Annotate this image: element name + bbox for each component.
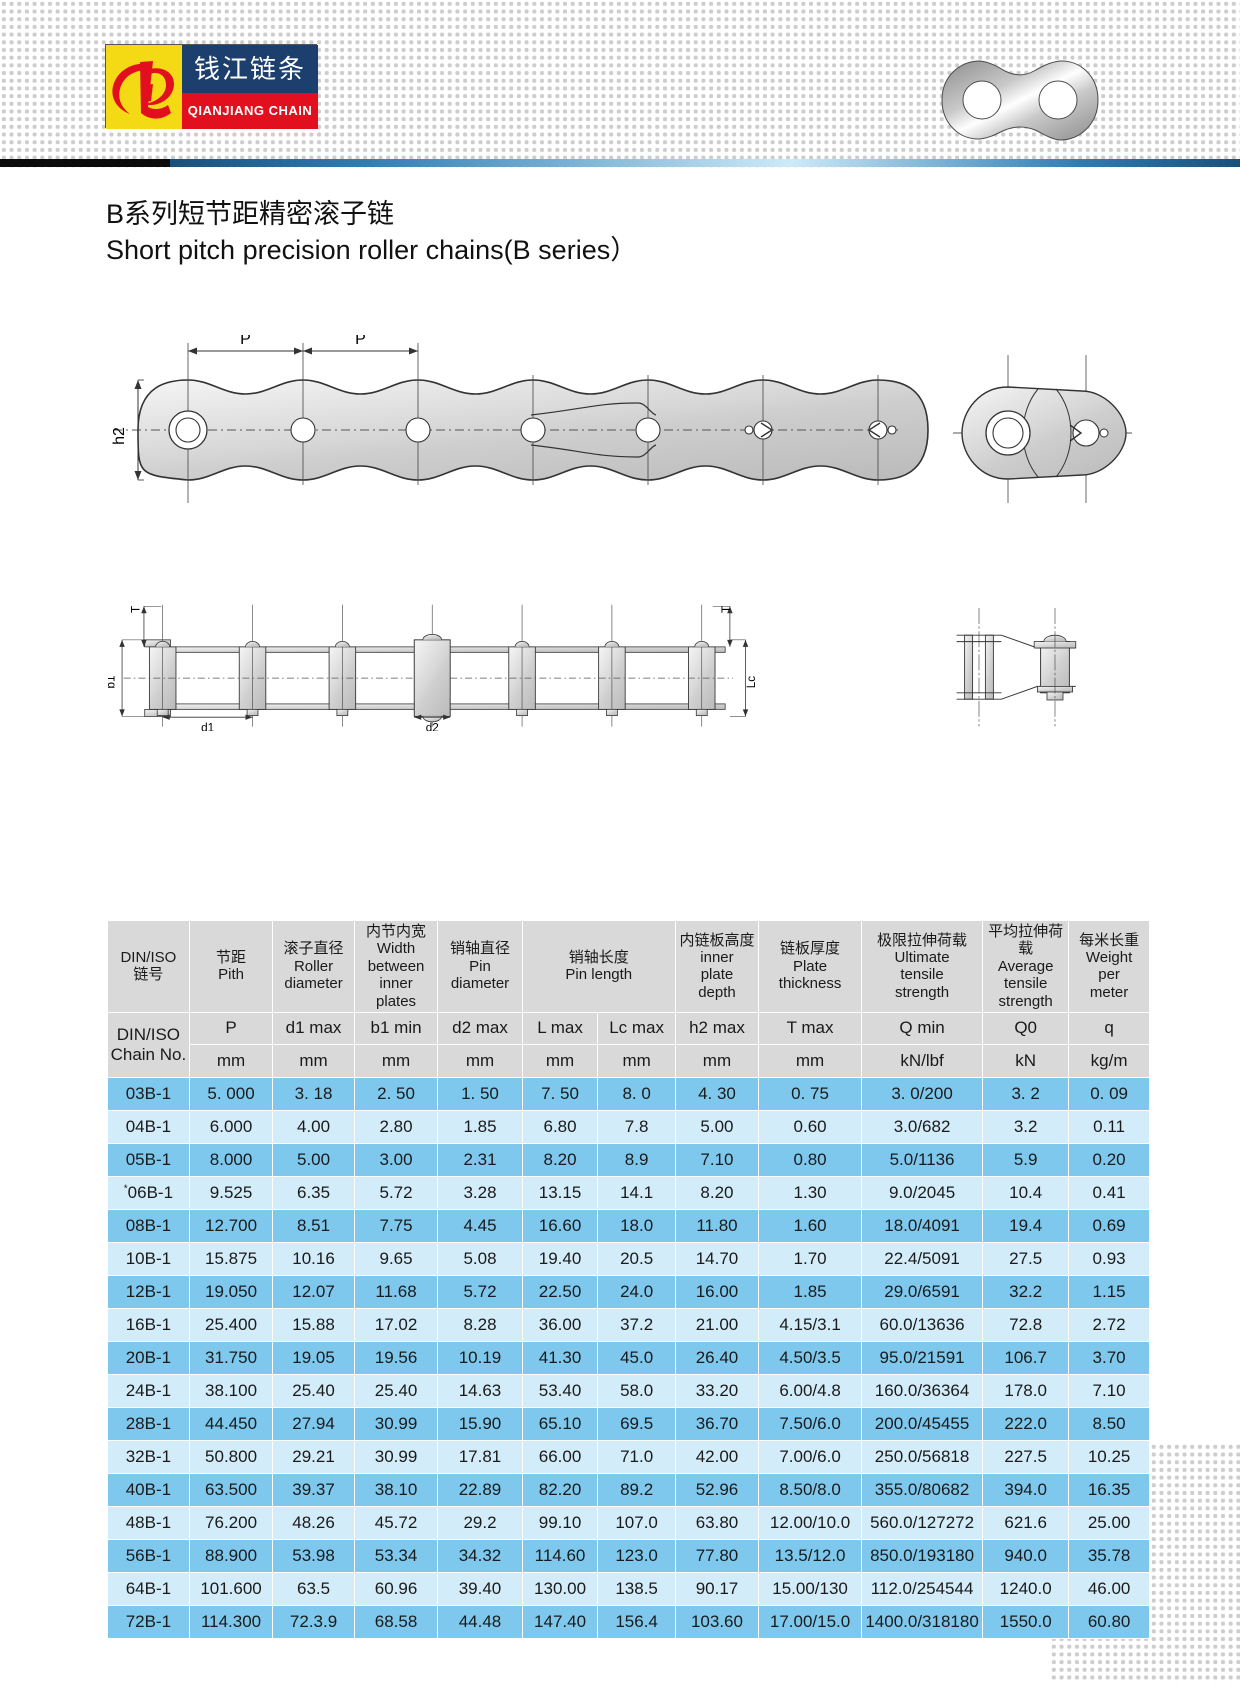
svg-text:T: T [129,606,142,613]
svg-text:h2: h2 [111,427,128,445]
svg-text:T: T [720,606,733,613]
svg-text:Lc: Lc [745,676,758,689]
svg-text:d1: d1 [201,721,214,731]
svg-text:d2: d2 [426,721,439,731]
svg-text:b1: b1 [108,676,117,689]
svg-text:P: P [355,335,366,348]
svg-text:P: P [240,335,251,348]
